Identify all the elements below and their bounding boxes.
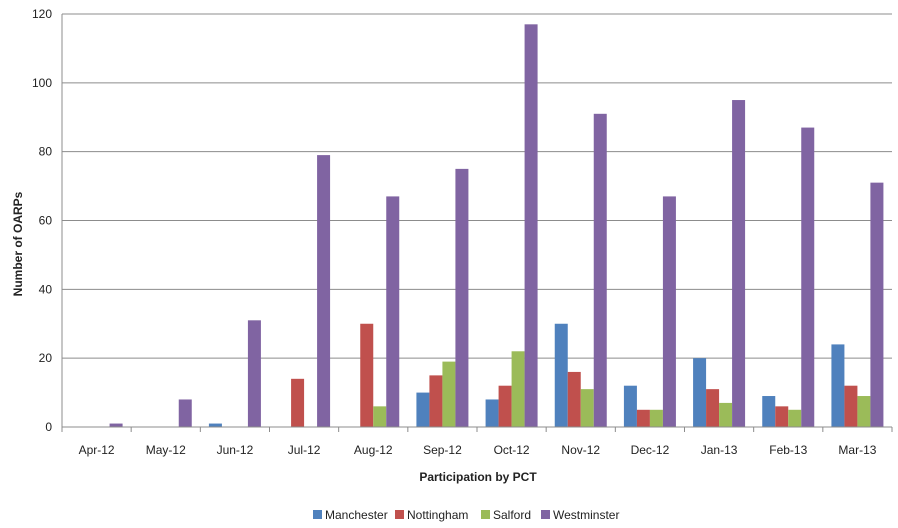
x-tick-label: Sep-12	[423, 443, 462, 457]
x-tick-label: Aug-12	[354, 443, 393, 457]
bar-westminster-feb-13	[801, 127, 815, 427]
x-tick-labels: Apr-12 May-12 Jun-12 Jul-12 Aug-12 Sep-12 Oct-…	[79, 443, 877, 457]
bar-nottingham-feb-13	[775, 406, 789, 427]
bar-nottingham-jul-12	[291, 378, 305, 427]
bar-westminster-oct-12	[524, 24, 538, 427]
bar-manchester-mar-13	[831, 344, 845, 427]
legend-swatch-nottingham	[395, 510, 404, 519]
bar-salford-mar-13	[857, 396, 871, 427]
bar-salford-oct-12	[511, 351, 525, 427]
bar-manchester-jun-12	[208, 423, 222, 427]
x-tick-label: Jun-12	[217, 443, 254, 457]
y-tick-label: 80	[39, 145, 53, 159]
y-tick-label: 0	[45, 420, 52, 434]
bar-westminster-sep-12	[455, 168, 469, 427]
x-tick-label: Jul-12	[288, 443, 321, 457]
legend-swatch-salford	[481, 510, 490, 519]
bar-manchester-dec-12	[623, 385, 637, 427]
y-tick-label: 20	[39, 351, 53, 365]
bar-westminster-jan-13	[732, 100, 746, 428]
x-tick-label: Oct-12	[494, 443, 530, 457]
bar-nottingham-oct-12	[498, 385, 512, 427]
bar-salford-sep-12	[442, 361, 456, 427]
bar-westminster-jun-12	[247, 320, 261, 427]
bar-nottingham-aug-12	[360, 323, 374, 427]
y-tick-label: 60	[39, 214, 53, 228]
bar-westminster-jul-12	[317, 155, 331, 427]
x-tick-label: Mar-13	[838, 443, 876, 457]
bar-manchester-nov-12	[554, 323, 568, 427]
bar-salford-feb-13	[788, 409, 802, 427]
legend-label-salford: Salford	[493, 508, 531, 522]
y-tick-label: 100	[32, 76, 52, 90]
x-axis-title: Participation by PCT	[419, 470, 537, 484]
bar-westminster-may-12	[178, 399, 192, 427]
bar-nottingham-nov-12	[567, 371, 581, 427]
bar-westminster-mar-13	[870, 182, 884, 427]
y-tick-labels: 0 20 40 60 80 100 120	[32, 7, 52, 434]
legend-swatch-manchester	[313, 510, 322, 519]
x-tick-label: Nov-12	[561, 443, 600, 457]
axes	[61, 14, 893, 432]
bar-westminster-nov-12	[593, 113, 607, 427]
bar-manchester-feb-13	[762, 396, 776, 427]
legend-label-manchester: Manchester	[325, 508, 388, 522]
bar-nottingham-dec-12	[636, 409, 650, 427]
bar-westminster-apr-12	[109, 423, 123, 427]
bar-salford-nov-12	[580, 389, 594, 427]
gridlines	[62, 13, 892, 359]
bar-westminster-dec-12	[662, 196, 676, 427]
x-tick-label: Apr-12	[79, 443, 115, 457]
legend-label-nottingham: Nottingham	[407, 508, 468, 522]
y-tick-label: 40	[39, 282, 53, 296]
x-tick-label: May-12	[146, 443, 186, 457]
x-tick-label: Dec-12	[631, 443, 670, 457]
y-tick-label: 120	[32, 7, 52, 21]
legend-label-westminster: Westminster	[553, 508, 619, 522]
bar-nottingham-sep-12	[429, 375, 443, 427]
legend: Manchester Nottingham Salford Westminster	[313, 508, 619, 522]
bar-salford-aug-12	[373, 406, 387, 427]
y-axis-title: Number of OARPs	[11, 191, 25, 296]
bar-manchester-jan-13	[693, 358, 707, 427]
bars	[109, 24, 884, 428]
legend-swatch-westminster	[541, 510, 550, 519]
bar-manchester-oct-12	[485, 399, 499, 427]
x-tick-label: Feb-13	[769, 443, 807, 457]
bar-nottingham-jan-13	[706, 389, 720, 427]
x-tick-label: Jan-13	[701, 443, 738, 457]
bar-salford-dec-12	[649, 409, 663, 427]
bar-manchester-sep-12	[416, 392, 430, 427]
bar-nottingham-mar-13	[844, 385, 858, 427]
bar-salford-jan-13	[719, 402, 733, 427]
bar-westminster-aug-12	[386, 196, 400, 427]
